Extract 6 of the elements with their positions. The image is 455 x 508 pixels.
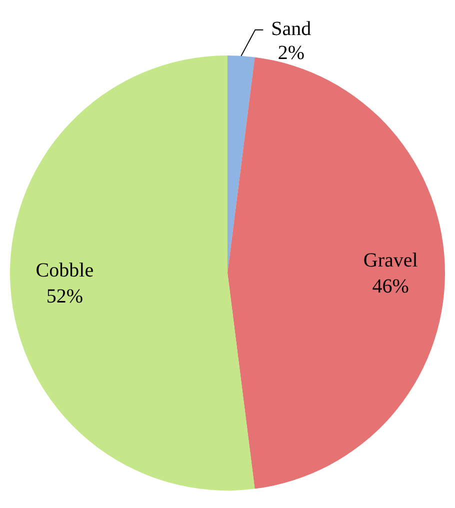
data-label: 52%	[46, 285, 84, 308]
slice-label: Sand	[271, 18, 312, 40]
slice-label: Cobble	[36, 259, 94, 282]
slice-label: Gravel	[363, 249, 418, 272]
data-label: 2%	[278, 42, 304, 64]
data-label: 46%	[372, 275, 409, 298]
